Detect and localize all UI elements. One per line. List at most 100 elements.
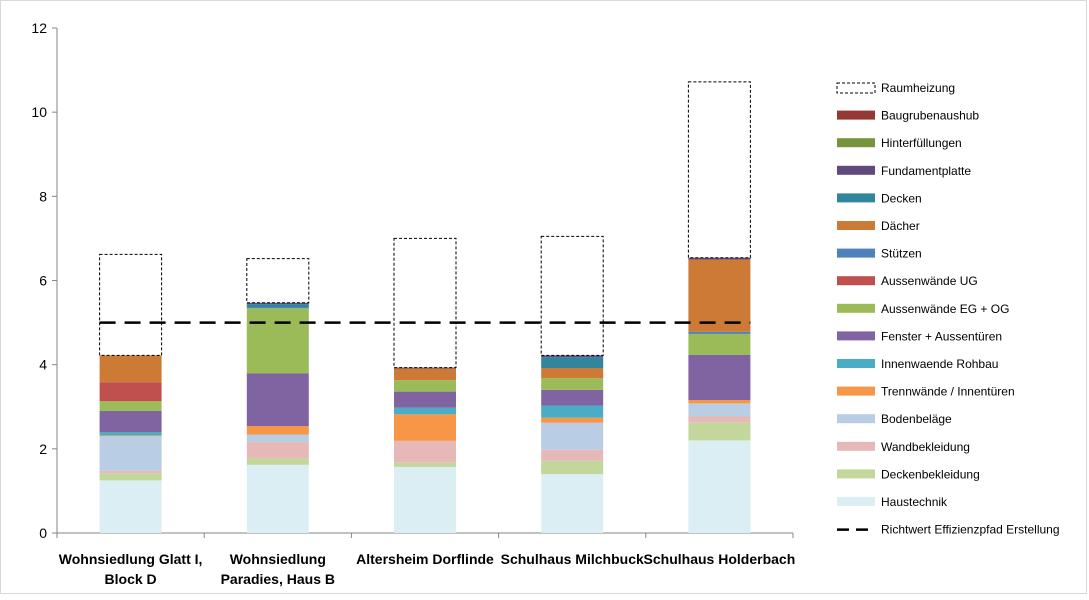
legend-label: Stützen xyxy=(881,247,922,261)
legend-label: Dächer xyxy=(881,219,920,233)
legend-swatch xyxy=(837,221,875,230)
bar-segment-innenwaende-rohbau xyxy=(99,432,162,436)
legend-item-fundamentplatte: Fundamentplatte xyxy=(837,164,971,178)
bar-segment-bodenbeläge xyxy=(99,436,162,471)
bar-segment-trennwände-innentüren xyxy=(541,417,604,423)
bars xyxy=(99,81,751,533)
y-tick-label: 10 xyxy=(31,104,47,120)
legend-label: Fenster + Aussentüren xyxy=(881,329,1002,343)
legend-swatch xyxy=(837,276,875,286)
bar-segment-fenster-aussentüren xyxy=(688,354,751,401)
bar-segment-aussenwände-eg-og xyxy=(99,401,162,411)
legend-swatch xyxy=(837,359,875,368)
legend-item-richtwert-effizienzpfad-erstellung: Richtwert Effizienzpfad Erstellung xyxy=(837,523,1060,537)
x-tick-label: Altersheim Dorflinde xyxy=(356,551,494,567)
legend-swatch xyxy=(837,469,875,479)
bar-segment-fundamentplatte xyxy=(541,355,604,358)
legend-item-deckenbekleidung: Deckenbekleidung xyxy=(837,467,980,481)
bar-segment-aussenwände-eg-og xyxy=(394,380,456,392)
legend-item-bodenbeläge: Bodenbeläge xyxy=(837,412,952,426)
x-tick-label: Paradies, Haus B xyxy=(221,571,335,587)
bar-segment-trennwände-innentüren xyxy=(246,426,309,435)
y-tick-label: 6 xyxy=(39,273,47,289)
bar-segment-fenster-aussentüren xyxy=(246,373,309,427)
bar-segment-dächer xyxy=(394,368,456,381)
bar-segment-wandbekleidung xyxy=(246,442,309,459)
legend-item-raumheizung: Raumheizung xyxy=(836,81,955,95)
bar-segment-deckenbekleidung xyxy=(541,460,604,475)
legend-item-aussenwände-ug: Aussenwände UG xyxy=(837,274,978,288)
bar-segment-haustechnik xyxy=(246,464,309,533)
bar-segment-fundamentplatte xyxy=(688,257,751,260)
bar-segment-stützen xyxy=(246,307,309,309)
bar-segment-wandbekleidung xyxy=(394,440,456,463)
bar-segment-fenster-aussentüren xyxy=(541,389,604,406)
bar-segment-wandbekleidung xyxy=(541,449,604,461)
bar-segment-aussenwände-eg-og xyxy=(246,308,309,374)
legend-item-fenster-aussentüren: Fenster + Aussentüren xyxy=(837,329,1002,343)
legend-swatch xyxy=(837,165,875,175)
legend-label: Wandbekleidung xyxy=(881,440,970,454)
bar-segment-wandbekleidung xyxy=(99,470,162,474)
bar-segment-dächer xyxy=(688,259,751,332)
legend-label: Richtwert Effizienzpfad Erstellung xyxy=(881,523,1060,537)
legend-item-aussenwände-eg-og: Aussenwände EG + OG xyxy=(837,302,1009,316)
bar-segment-haustechnik xyxy=(394,466,456,533)
bar-segment-fundamentplatte xyxy=(246,302,309,305)
legend-label: Trennwände / Innentüren xyxy=(881,385,1015,399)
bar-segment-fenster-aussentüren xyxy=(394,391,456,408)
bar-segment-stützen xyxy=(688,331,751,334)
bar-segment-trennwände-innentüren xyxy=(688,400,751,404)
legend-label: Hinterfüllungen xyxy=(881,136,962,150)
bar-segment-dächer xyxy=(541,368,604,379)
bar-segment-decken xyxy=(246,304,309,308)
legend-swatch xyxy=(837,248,875,258)
bar-segment-raumheizung xyxy=(99,253,163,356)
bar-segment-fenster-aussentüren xyxy=(99,410,162,432)
bar-segment-dächer xyxy=(99,355,162,383)
bar-segment-raumheizung xyxy=(393,237,457,369)
x-tick-label: Block D xyxy=(105,571,157,587)
x-tick-label: Wohnsiedlung xyxy=(230,551,326,567)
bar-segment-innenwaende-rohbau xyxy=(541,405,604,418)
legend-swatch xyxy=(837,497,875,506)
bar-segment-innenwaende-rohbau xyxy=(394,407,456,415)
y-tick-label: 12 xyxy=(31,20,47,36)
legend-item-haustechnik: Haustechnik xyxy=(837,495,948,509)
bar-segment-haustechnik xyxy=(688,440,751,533)
legend-swatch xyxy=(837,193,875,203)
legend-label: Aussenwände UG xyxy=(881,274,978,288)
bar-segment-deckenbekleidung xyxy=(99,473,162,481)
bar-segment-trennwände-innentüren xyxy=(394,414,456,441)
legend-swatch xyxy=(837,441,875,451)
legend-label: Innenwaende Rohbau xyxy=(881,357,998,371)
bar-segment-haustechnik xyxy=(99,480,162,533)
bar-segment-raumheizung xyxy=(246,258,310,304)
x-tick-label: Schulhaus Holderbach xyxy=(644,551,796,567)
x-tick-label: Wohnsiedlung Glatt I, xyxy=(59,551,203,567)
legend-item-stützen: Stützen xyxy=(837,247,922,261)
bar-segment-haustechnik xyxy=(541,474,604,533)
legend-swatch xyxy=(837,138,875,148)
legend-swatch xyxy=(836,82,876,94)
legend-label: Haustechnik xyxy=(881,495,948,509)
legend: Raumheizung Baugrubenaushub Hinterfüllunge… xyxy=(836,81,1060,537)
bar-segment-deckenbekleidung xyxy=(688,422,751,441)
legend-swatch xyxy=(837,110,875,120)
legend-item-hinterfüllungen: Hinterfüllungen xyxy=(837,136,962,150)
y-tick-label: 2 xyxy=(39,441,47,457)
legend-label: Fundamentplatte xyxy=(881,164,971,178)
legend-swatch xyxy=(837,414,875,424)
y-tick-label: 8 xyxy=(39,188,47,204)
y-tick-label: 0 xyxy=(39,525,47,541)
bar-segment-wandbekleidung xyxy=(688,416,751,423)
bar-segment-deckenbekleidung xyxy=(246,458,309,465)
bar-segment-decken xyxy=(541,357,604,369)
legend-label: Aussenwände EG + OG xyxy=(881,302,1009,316)
bar-segment-raumheizung xyxy=(687,81,751,259)
bar-segment-bodenbeläge xyxy=(246,434,309,443)
legend-item-dächer: Dächer xyxy=(837,219,920,233)
bar-segment-raumheizung xyxy=(540,235,604,356)
